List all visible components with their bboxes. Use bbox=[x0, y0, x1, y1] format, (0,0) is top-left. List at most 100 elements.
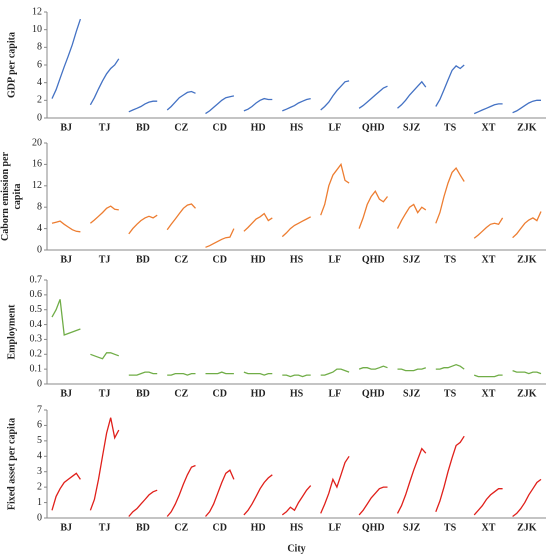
x-tick-label: CD bbox=[213, 388, 227, 399]
city-line bbox=[205, 228, 235, 248]
x-tick-label: CD bbox=[213, 522, 227, 533]
city-line bbox=[90, 352, 120, 360]
y-tick-label: 0.4 bbox=[30, 319, 43, 330]
x-tick-label: SJZ bbox=[403, 388, 421, 399]
city-line bbox=[396, 447, 427, 514]
city-line bbox=[128, 100, 158, 113]
y-tick-label: 20 bbox=[32, 137, 42, 148]
city-line bbox=[473, 488, 503, 516]
x-tick-label: CZ bbox=[174, 254, 188, 265]
city-line bbox=[89, 58, 120, 106]
city-line bbox=[128, 214, 158, 235]
x-tick-label: XT bbox=[481, 522, 495, 533]
city-line bbox=[205, 95, 235, 115]
city-line bbox=[282, 97, 311, 112]
city-line bbox=[243, 371, 273, 376]
x-tick-label: CD bbox=[213, 254, 227, 265]
y-tick-label: 4 bbox=[37, 77, 42, 88]
y-tick-label: 0.7 bbox=[30, 274, 43, 285]
city-line bbox=[282, 374, 311, 378]
city-line bbox=[167, 372, 196, 376]
city-line bbox=[51, 299, 81, 336]
y-tick-label: 2 bbox=[37, 481, 42, 492]
x-tick-label: CD bbox=[213, 122, 227, 133]
x-tick-label: TJ bbox=[99, 388, 111, 399]
y-tick-label: 1 bbox=[37, 497, 42, 508]
city-line bbox=[397, 80, 427, 109]
y-tick-label: 0.2 bbox=[30, 349, 43, 360]
y-tick-label: 10 bbox=[32, 24, 42, 35]
city-line bbox=[358, 365, 388, 370]
city-line bbox=[243, 474, 273, 516]
city-line bbox=[128, 489, 158, 517]
city-line bbox=[51, 472, 81, 511]
y-tick-label: 2 bbox=[37, 95, 42, 106]
city-line bbox=[358, 486, 388, 516]
x-tick-label: LF bbox=[328, 388, 341, 399]
x-tick-label: HS bbox=[290, 388, 304, 399]
city-line bbox=[128, 371, 158, 376]
x-tick-label: TS bbox=[444, 522, 457, 533]
x-tick-label: ZJK bbox=[517, 522, 537, 533]
city-line bbox=[205, 371, 234, 375]
x-tick-label: BD bbox=[136, 122, 150, 133]
x-tick-label: CZ bbox=[174, 122, 188, 133]
y-axis-label: GDP per capita bbox=[6, 32, 17, 98]
city-line bbox=[166, 203, 196, 231]
x-tick-label: BD bbox=[136, 388, 150, 399]
y-tick-label: 8 bbox=[37, 201, 42, 212]
y-tick-label: 12 bbox=[32, 6, 42, 17]
city-line bbox=[512, 478, 542, 518]
x-tick-label: QHD bbox=[362, 522, 385, 533]
city-line bbox=[512, 99, 541, 114]
city-line bbox=[89, 417, 120, 511]
x-tick-label: TJ bbox=[99, 122, 111, 133]
x-tick-label: TJ bbox=[99, 254, 111, 265]
y-axis-label: Caborn emission percapita bbox=[0, 152, 23, 241]
x-tick-label: CZ bbox=[174, 522, 188, 533]
x-tick-label: BJ bbox=[60, 388, 72, 399]
x-tick-label: BD bbox=[136, 522, 150, 533]
x-tick-label: BJ bbox=[60, 522, 72, 533]
y-tick-label: 8 bbox=[37, 42, 42, 53]
x-tick-label: HD bbox=[251, 388, 266, 399]
y-tick-label: 6 bbox=[37, 59, 42, 70]
city-line bbox=[358, 85, 388, 109]
x-tick-label: HS bbox=[290, 122, 304, 133]
city-line bbox=[320, 80, 350, 111]
x-tick-label: ZJK bbox=[517, 254, 537, 265]
y-tick-label: 0 bbox=[37, 512, 42, 523]
y-tick-label: 0 bbox=[37, 244, 42, 255]
city-line bbox=[281, 216, 312, 238]
y-tick-label: 4 bbox=[37, 451, 42, 462]
x-tick-label: XT bbox=[481, 254, 495, 265]
city-line bbox=[358, 189, 389, 229]
y-tick-label: 16 bbox=[32, 159, 42, 170]
y-tick-label: 3 bbox=[37, 466, 42, 477]
x-tick-label: QHD bbox=[362, 254, 385, 265]
x-tick-label: BJ bbox=[60, 254, 72, 265]
city-line bbox=[397, 367, 427, 372]
city-line bbox=[320, 162, 350, 216]
x-tick-label: SJZ bbox=[403, 254, 421, 265]
city-line bbox=[473, 217, 504, 239]
city-line bbox=[435, 167, 465, 224]
x-tick-label: HD bbox=[251, 522, 266, 533]
city-line bbox=[89, 205, 119, 224]
city-line bbox=[435, 435, 465, 513]
x-tick-label: SJZ bbox=[403, 522, 421, 533]
city-line bbox=[473, 374, 503, 378]
y-tick-label: 0.1 bbox=[30, 363, 43, 374]
city-line bbox=[435, 64, 465, 107]
y-tick-label: 0 bbox=[37, 378, 42, 389]
x-tick-label: LF bbox=[328, 254, 341, 265]
city-line bbox=[243, 212, 273, 232]
y-tick-label: 7 bbox=[37, 404, 42, 415]
x-tick-label: BD bbox=[136, 254, 150, 265]
x-tick-label: TS bbox=[444, 388, 457, 399]
x-tick-label: TS bbox=[444, 122, 457, 133]
x-tick-label: ZJK bbox=[517, 122, 537, 133]
city-line bbox=[396, 203, 427, 229]
city-line bbox=[473, 103, 503, 115]
